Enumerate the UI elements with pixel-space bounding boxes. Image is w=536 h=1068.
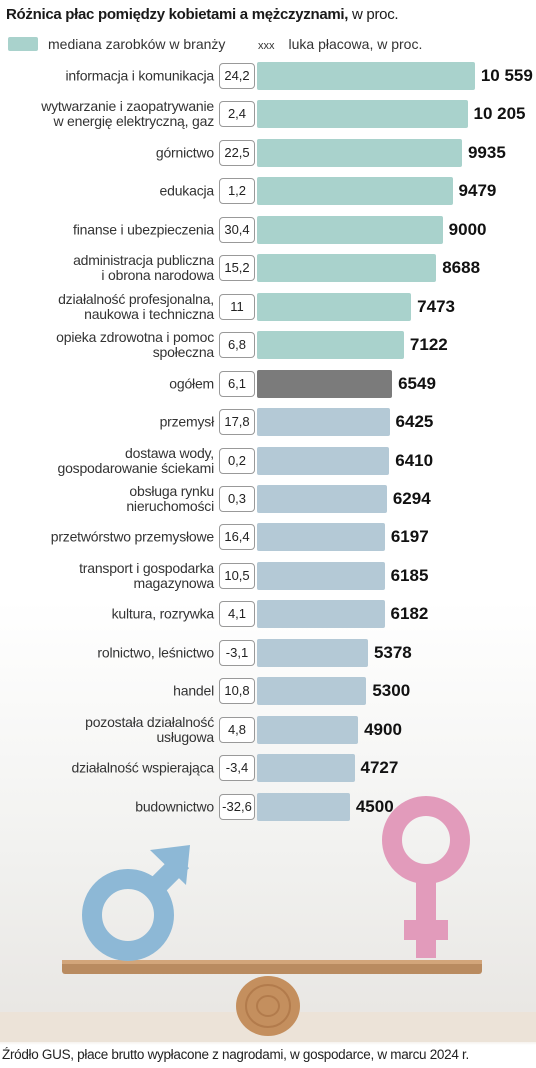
title-unit: w proc. [352, 6, 399, 23]
bar [257, 446, 390, 475]
gap-label: 0,3 [219, 485, 255, 512]
value-label: 6425 [395, 412, 434, 432]
value-label: 9000 [448, 219, 487, 239]
category-label: edukacja [159, 182, 215, 199]
category-label: opieka zdrowotna i pomoc społeczna [56, 329, 214, 361]
gap-label: 11 [219, 293, 255, 320]
category-label: działalność wspierająca [71, 759, 215, 776]
bar [257, 331, 404, 360]
value-label: 6294 [392, 488, 431, 508]
legend-item: mediana zarobków w branży [8, 36, 225, 52]
value-label: 8688 [442, 258, 481, 278]
category-label: informacja i komunikacja [65, 67, 215, 84]
gap-label: 4,1 [219, 601, 255, 628]
gap-label: 16,4 [219, 524, 255, 551]
bar [257, 292, 412, 321]
category-label: finanse i ubezpieczenia [73, 221, 214, 238]
category-label: dostawa wody, gospodarowanie ściekami [57, 444, 215, 476]
gap-label: 6,8 [219, 332, 255, 359]
value-label: 4500 [355, 796, 394, 816]
gap-label: 17,8 [219, 409, 255, 436]
gap-label: 6,1 [219, 370, 255, 397]
gap-label: -32,6 [219, 793, 255, 820]
bar [257, 715, 359, 744]
category-label: kultura, rozrywka [111, 605, 215, 622]
bar [257, 62, 475, 90]
category-label: transport i gospodarka magazynowa [79, 559, 214, 591]
title: Różnica płac pomiędzy kobietami a mężczy… [6, 6, 399, 23]
male-symbol [82, 853, 190, 961]
gap-label: 0,2 [219, 447, 255, 474]
value-label: 6410 [395, 450, 434, 470]
female-symbol [382, 796, 470, 958]
bar [257, 754, 355, 783]
pivot-ring [256, 995, 280, 1017]
gap-label: -3,1 [219, 639, 255, 666]
legend-marker: xxx [258, 40, 275, 52]
title-main: Różnica płac pomiędzy kobietami a mężczy… [6, 6, 349, 23]
bar [257, 100, 468, 129]
value-label: 7473 [417, 296, 455, 316]
gap-label: 22,5 [219, 139, 255, 166]
source: Źródło GUS, płace brutto wypłacone z nag… [2, 1047, 469, 1062]
bar [257, 792, 350, 821]
gap-label: 10,5 [219, 562, 255, 589]
bar [257, 484, 387, 513]
category-label: przetwórstwo przemysłowe [50, 528, 214, 545]
category-label: działalność profesjonalna, naukowa i tec… [58, 290, 214, 322]
value-label: 9479 [458, 181, 497, 201]
gap-label: 15,2 [219, 255, 255, 282]
bar [257, 408, 390, 437]
gap-label: 10,8 [219, 678, 255, 705]
value-label: 4900 [364, 719, 402, 739]
bar [257, 677, 367, 706]
category-label: budownictwo [135, 798, 214, 815]
category-label: wytwarzanie i zaopatrywanie w energię el… [41, 98, 214, 130]
gap-label: 1,2 [219, 178, 255, 205]
value-label: 6185 [390, 565, 429, 585]
bar [257, 177, 453, 206]
value-label: 5378 [373, 642, 412, 662]
value-label: 10 559 [480, 66, 533, 85]
legend-label: luka płacowa, w proc. [288, 36, 423, 52]
legend-label: mediana zarobków w branży [48, 36, 226, 52]
bar [257, 138, 462, 167]
pivot-ring [245, 984, 291, 1028]
category-label: pozostała działalność usługowa [85, 713, 214, 745]
value-label: 6197 [390, 527, 429, 547]
category-label: handel [173, 682, 214, 699]
bar [257, 215, 443, 244]
category-label: administracja publiczna i obrona narodow… [73, 252, 214, 284]
plank-top [62, 960, 482, 964]
bar [257, 369, 393, 398]
gap-label: 2,4 [219, 101, 255, 128]
bar [257, 523, 385, 552]
bar [257, 561, 385, 590]
value-label: 4727 [360, 758, 399, 778]
value-label: 9935 [467, 142, 506, 162]
bar [257, 638, 368, 667]
value-label: 7122 [409, 335, 448, 355]
legend-item: xxx luka płacowa, w proc. [258, 36, 422, 52]
category-label: górnictwo [155, 144, 214, 161]
gap-label: 24,2 [219, 63, 255, 89]
category-label: obsługa rynku nieruchomości [126, 482, 214, 514]
value-label: 5300 [372, 681, 411, 701]
gap-label: 30,4 [219, 216, 255, 243]
male-arrow [150, 845, 190, 885]
category-label: przemysł [159, 413, 215, 430]
legend-swatch [8, 37, 38, 51]
gap-label: -3,4 [219, 755, 255, 782]
value-label: 6182 [390, 604, 429, 624]
bar [257, 600, 385, 629]
value-label: 10 205 [473, 104, 526, 124]
bar [257, 254, 437, 283]
value-label: 6549 [398, 373, 436, 393]
category-label: ogółem [169, 375, 214, 392]
category-label: rolnictwo, leśnictwo [97, 644, 214, 661]
gap-label: 4,8 [219, 716, 255, 743]
